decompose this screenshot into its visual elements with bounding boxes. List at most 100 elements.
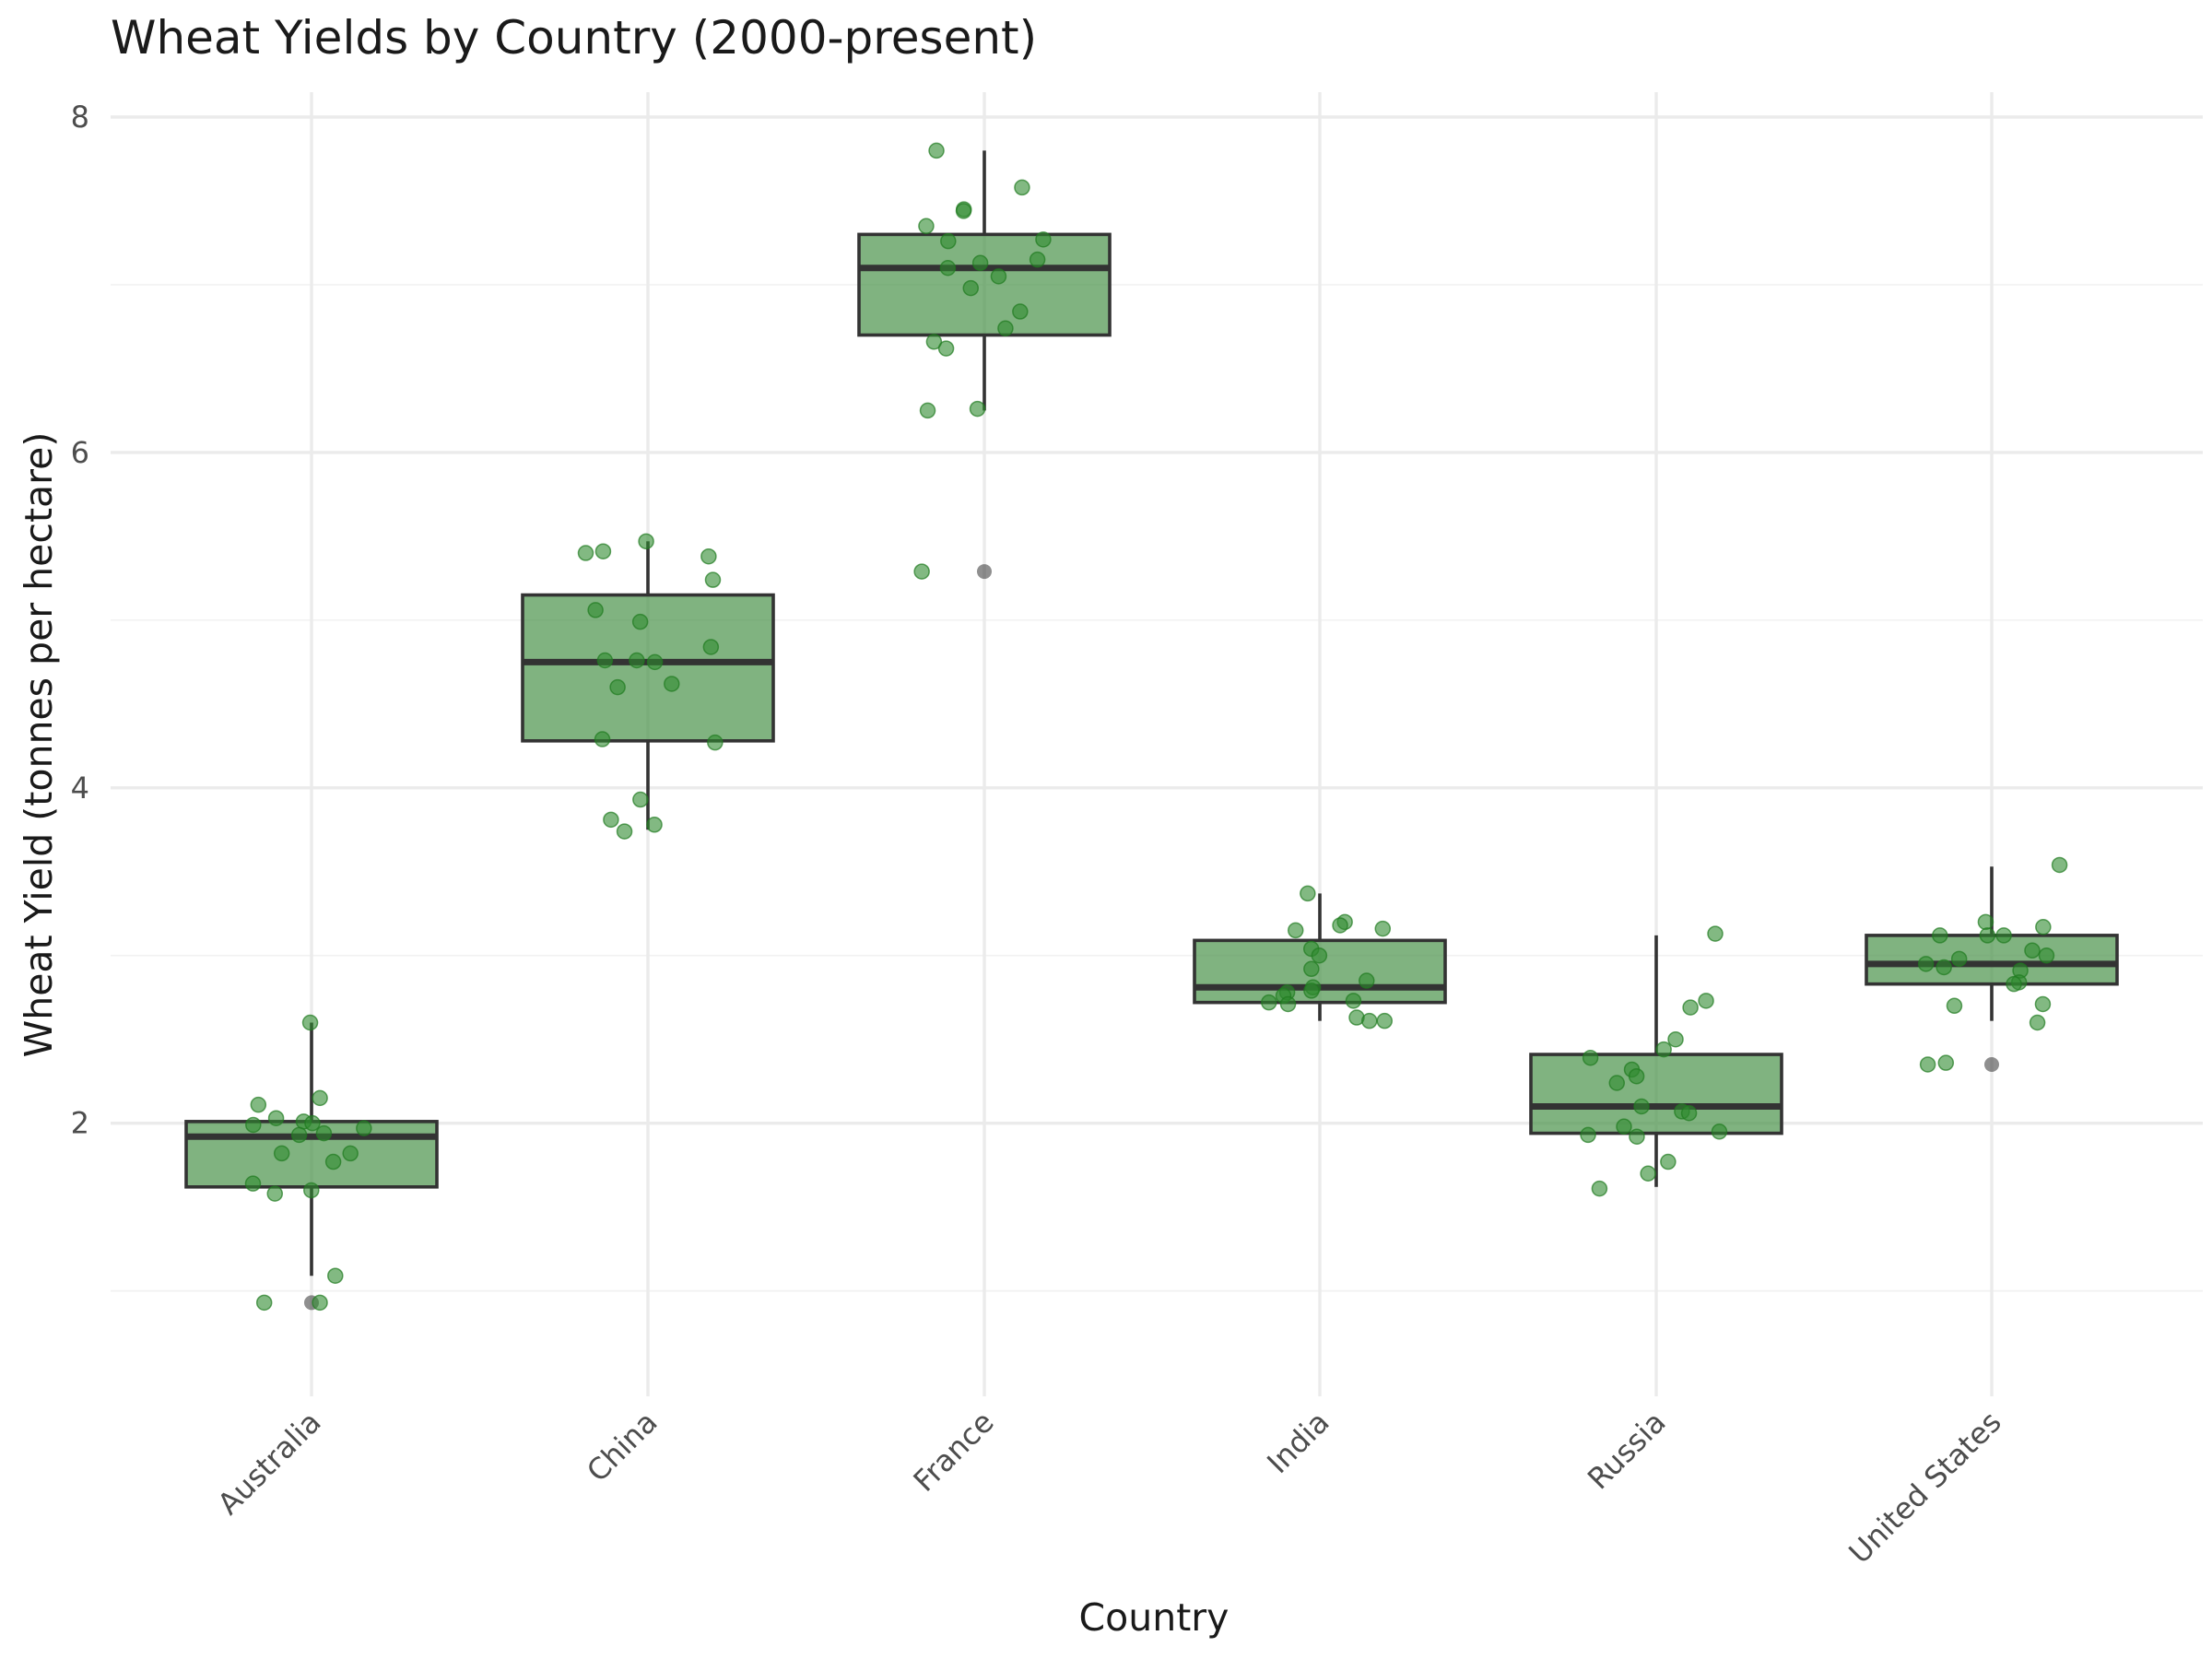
y-tick-label: 4 <box>71 771 89 806</box>
data-point <box>1707 925 1724 942</box>
outlier-point <box>977 564 992 580</box>
data-point <box>939 260 957 276</box>
chart-title: Wheat Yields by Country (2000-present) <box>111 11 1037 65</box>
data-point <box>303 1182 320 1199</box>
data-point <box>2038 947 2055 964</box>
data-point <box>1287 922 1304 939</box>
y-axis-title: Wheat Yield (tonnes per hectare) <box>17 432 61 1058</box>
data-point <box>1629 1128 1645 1145</box>
box-layer <box>184 150 2119 1311</box>
data-point <box>609 678 626 696</box>
outlier-point <box>1984 1056 1999 1072</box>
data-point <box>629 652 645 669</box>
data-point <box>1300 885 1316 902</box>
data-point <box>962 279 980 297</box>
data-point <box>919 402 936 419</box>
data-point <box>1655 1041 1672 1058</box>
data-point <box>603 811 619 829</box>
data-point <box>937 340 955 357</box>
data-point <box>1932 927 1948 944</box>
data-point <box>707 734 724 751</box>
data-point <box>632 791 649 808</box>
data-point <box>1376 1012 1394 1030</box>
box-iqr <box>1529 1053 1783 1135</box>
data-point <box>1917 956 1935 972</box>
data-point <box>1374 920 1392 937</box>
x-tick-label: United States <box>1842 1405 2008 1571</box>
data-point <box>616 823 633 840</box>
data-point <box>304 1114 321 1132</box>
box-iqr <box>857 232 1112 337</box>
data-point <box>1580 1126 1596 1144</box>
data-point <box>702 639 720 655</box>
data-point <box>955 203 972 219</box>
y-tick-label: 8 <box>71 100 89 135</box>
data-point <box>1608 1075 1626 1091</box>
data-point <box>1682 999 1699 1016</box>
data-point <box>2029 1014 2046 1031</box>
data-point <box>1936 959 1952 976</box>
x-tick-label: China <box>580 1405 665 1489</box>
data-point <box>1937 1054 1955 1071</box>
data-point <box>928 142 945 159</box>
box-iqr <box>1865 934 2119 986</box>
box-iqr <box>521 593 775 743</box>
data-point <box>1591 1180 1608 1197</box>
data-point <box>1029 251 1046 268</box>
data-point <box>990 268 1007 285</box>
data-point <box>631 613 649 630</box>
data-point <box>594 543 612 559</box>
grid-layer <box>111 92 2203 1396</box>
data-point <box>2035 919 2052 935</box>
data-point <box>1014 179 1030 196</box>
data-point <box>327 1267 344 1284</box>
data-point <box>1977 913 1994 931</box>
data-point <box>1698 993 1714 1009</box>
data-point <box>913 563 930 580</box>
y-tick-label: 2 <box>71 1106 89 1141</box>
data-point <box>273 1145 290 1162</box>
data-point <box>244 1175 262 1192</box>
data-point <box>1667 1030 1684 1048</box>
box-iqr <box>184 1120 439 1189</box>
data-point <box>997 320 1014 336</box>
y-tick-label: 6 <box>71 435 89 470</box>
data-point <box>1311 947 1328 964</box>
x-axis-title: Country <box>1079 1595 1230 1640</box>
data-point <box>1359 972 1375 989</box>
data-point <box>356 1120 372 1136</box>
data-point <box>1628 1067 1645 1085</box>
data-point <box>324 1153 342 1171</box>
data-point <box>969 400 986 418</box>
data-point <box>1680 1105 1698 1122</box>
data-point <box>971 254 989 272</box>
data-point <box>290 1126 308 1144</box>
data-point <box>2051 856 2068 874</box>
data-point <box>577 545 594 561</box>
data-point <box>1303 960 1320 978</box>
point-layer <box>244 142 2068 1312</box>
data-point <box>918 218 935 235</box>
data-point <box>1711 1124 1728 1140</box>
data-point <box>1633 1098 1650 1115</box>
data-point <box>1035 231 1052 248</box>
data-point <box>2034 995 2052 1013</box>
data-point <box>638 533 654 550</box>
data-point <box>1361 1012 1378 1030</box>
data-point <box>1303 982 1320 999</box>
data-point <box>700 547 717 565</box>
data-point <box>2024 942 2041 959</box>
data-point <box>1279 995 1297 1013</box>
data-point <box>250 1096 267 1113</box>
data-point <box>596 652 614 669</box>
data-point <box>925 334 943 350</box>
data-point <box>940 232 957 250</box>
data-point <box>315 1124 333 1142</box>
data-point <box>1946 997 1963 1015</box>
x-tick-label: Australia <box>211 1405 328 1522</box>
data-point <box>2006 975 2022 993</box>
data-point <box>704 571 722 588</box>
data-point <box>1345 993 1362 1009</box>
